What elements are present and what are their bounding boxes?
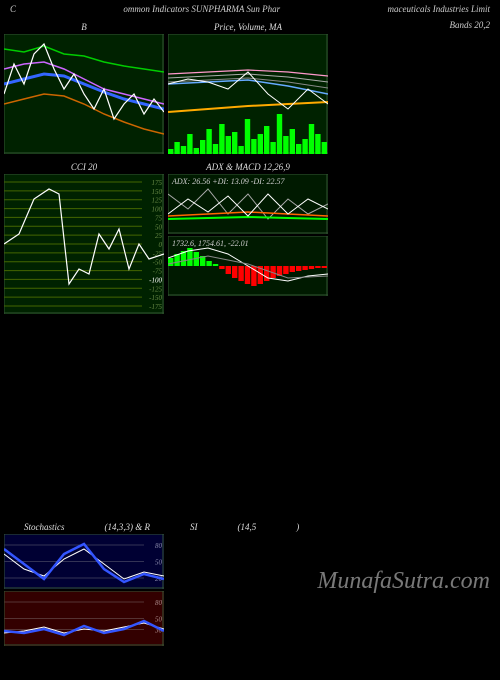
panel-price: Price, Volume, MA	[168, 20, 328, 154]
svg-text:-75: -75	[153, 268, 163, 276]
svg-text:125: 125	[152, 197, 163, 205]
header-left: C	[10, 4, 16, 14]
svg-text:-125: -125	[149, 285, 162, 293]
svg-text:50: 50	[155, 223, 163, 231]
svg-text:75: 75	[155, 214, 163, 222]
svg-text:-150: -150	[149, 294, 162, 302]
svg-text:50: 50	[155, 616, 163, 624]
panel-b: B	[4, 20, 164, 154]
svg-text:ADX: 26.56 +DI: 13.09 -DI: 22: ADX: 26.56 +DI: 13.09 -DI: 22.57	[171, 177, 285, 186]
header-center: ommon Indicators SUNPHARMA Sun Phar	[123, 4, 280, 14]
stoch-title-mid: (14,3,3) & R	[105, 522, 151, 532]
svg-text:25: 25	[155, 232, 163, 240]
chart-stoch-top: 805020	[4, 534, 164, 589]
stoch-title-end: )	[296, 522, 299, 532]
chart-macd: 1732.6, 1754.61, -22.01	[168, 236, 328, 296]
svg-text:100: 100	[152, 206, 163, 214]
chart-stoch-bot: 805030	[4, 591, 164, 646]
bands-label: Bands 20,2	[450, 20, 491, 30]
panel-price-title: Price, Volume, MA	[168, 20, 328, 34]
svg-text:150: 150	[152, 188, 163, 196]
panel-adx-macd: ADX & MACD 12,26,9 ADX: 26.56 +DI: 13.09…	[168, 160, 328, 314]
svg-text:0: 0	[159, 241, 163, 249]
stoch-title-row: Stochastics (14,3,3) & R SI (14,5 )	[4, 520, 334, 534]
chart-cci: 1751501251007550250-25-50-75-100-125-150…	[4, 174, 164, 314]
page-header: C ommon Indicators SUNPHARMA Sun Phar ma…	[0, 0, 500, 18]
header-right: maceuticals Industries Limit	[388, 4, 491, 14]
svg-text:175: 175	[152, 179, 163, 187]
panel-stochastics: Stochastics (14,3,3) & R SI (14,5 ) 80 50…	[4, 520, 334, 646]
svg-text:-50: -50	[153, 259, 163, 267]
panel-adx-title: ADX & MACD 12,26,9	[168, 160, 328, 174]
svg-text:-175: -175	[149, 303, 162, 311]
panel-b-title: B	[4, 20, 164, 34]
stoch-title-left: Stochastics	[24, 522, 65, 532]
svg-text:1732.6, 1754.61, -22.01: 1732.6, 1754.61, -22.01	[172, 239, 249, 248]
panel-cci-title: CCI 20	[4, 160, 164, 174]
stoch-title-right: (14,5	[238, 522, 257, 532]
chart-price	[168, 34, 328, 154]
svg-text:50: 50	[155, 559, 163, 567]
svg-text:80: 80	[155, 542, 163, 550]
panel-cci: CCI 20 1751501251007550250-25-50-75-100-…	[4, 160, 164, 314]
chart-adx: ADX: 26.56 +DI: 13.09 -DI: 22.57	[168, 174, 328, 234]
svg-text:80: 80	[155, 599, 163, 607]
chart-b	[4, 34, 164, 154]
stoch-title-mid2: SI	[190, 522, 198, 532]
svg-text:-100: -100	[149, 276, 162, 284]
watermark: MunafaSutra.com	[317, 568, 490, 595]
